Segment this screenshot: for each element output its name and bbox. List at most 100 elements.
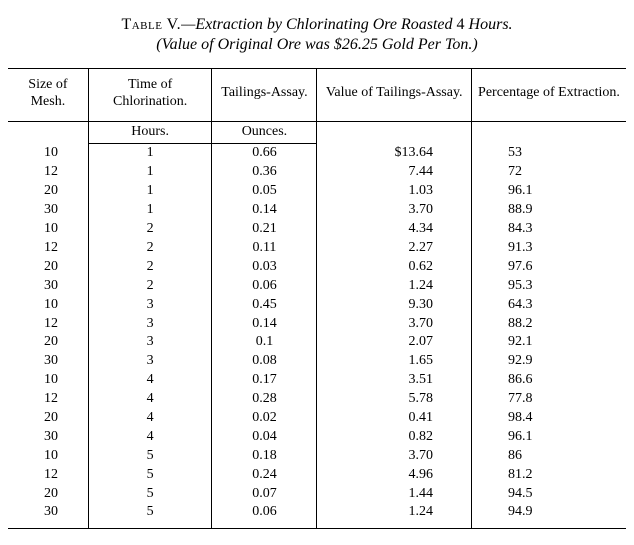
table-units-row: Hours.Ounces. [8,121,626,144]
table-cell: 1.03 [317,182,472,201]
table-cell: 4 [88,371,212,390]
table-cell: 20 [8,485,88,504]
table-row: 2040.020.4198.4 [8,409,626,428]
table-cell: 2.27 [317,239,472,258]
table-cell: 5 [88,503,212,528]
table-cell: 20 [8,182,88,201]
table-row: 1220.112.2791.3 [8,239,626,258]
table-cell: 86.6 [471,371,626,390]
table-cell: 0.28 [212,390,317,409]
table-cell: 0.04 [212,428,317,447]
table-row: 3040.040.8296.1 [8,428,626,447]
table-cell: 0.62 [317,258,472,277]
table-cell: 2 [88,277,212,296]
table-cell: 0.17 [212,371,317,390]
table-cell: 88.9 [471,201,626,220]
table-cell: 96.1 [471,428,626,447]
table-cell: 4 [88,390,212,409]
table-cell: 20 [8,258,88,277]
table-cell: 5 [88,466,212,485]
table-cell: 7.44 [317,163,472,182]
table-cell: 0.66 [212,144,317,163]
table-cell: $13.64 [317,144,472,163]
table-row: 1010.66$13.6453 [8,144,626,163]
table-cell: 72 [471,163,626,182]
data-table: Size of Mesh. Time of Chlorination. Tail… [8,68,626,529]
table-cell: 10 [8,296,88,315]
table-cell: 2.07 [317,333,472,352]
table-cell: 0.14 [212,315,317,334]
table-cell: 2 [88,258,212,277]
table-cell: 2 [88,239,212,258]
table-row: 1050.183.7086 [8,447,626,466]
table-cell: 4.34 [317,220,472,239]
table-cell: 30 [8,352,88,371]
title-italic: —Extraction by Chlorinating Ore Roasted [181,16,452,33]
table-cell: 0.21 [212,220,317,239]
table-cell: 0.03 [212,258,317,277]
table-cell: 12 [8,163,88,182]
table-cell: 95.3 [471,277,626,296]
table-cell: 5 [88,485,212,504]
table-cell: 20 [8,333,88,352]
table-cell: 0.1 [212,333,317,352]
table-cell: 10 [8,447,88,466]
table-cell: 30 [8,503,88,528]
table-cell: 94.5 [471,485,626,504]
table-cell: 5 [88,447,212,466]
col-header-tailings: Tailings-Assay. [212,69,317,122]
col-header-pct: Percentage of Extraction. [471,69,626,122]
table-cell: 81.2 [471,466,626,485]
table-row: 2010.051.0396.1 [8,182,626,201]
table-cell: 0.14 [212,201,317,220]
table-cell: 0.36 [212,163,317,182]
table-cell: 92.1 [471,333,626,352]
table-cell: 1.44 [317,485,472,504]
table-cell: 0.05 [212,182,317,201]
table-cell: 3.70 [317,315,472,334]
table-cell: 92.9 [471,352,626,371]
table-cell: 3.70 [317,201,472,220]
table-cell: 91.3 [471,239,626,258]
table-cell: 0.82 [317,428,472,447]
table-body: Hours.Ounces.1010.66$13.64531210.367.447… [8,121,626,529]
table-cell: 53 [471,144,626,163]
table-cell: 77.8 [471,390,626,409]
table-row: 1030.459.3064.3 [8,296,626,315]
table-row: 3010.143.7088.9 [8,201,626,220]
table-cell: 97.6 [471,258,626,277]
table-label: Table V. [121,16,181,33]
table-cell: 64.3 [471,296,626,315]
table-cell: 0.07 [212,485,317,504]
table-row: 1040.173.5186.6 [8,371,626,390]
table-cell: 3 [88,315,212,334]
table-row: 1020.214.3484.3 [8,220,626,239]
table-row: 1210.367.4472 [8,163,626,182]
table-cell: 12 [8,466,88,485]
table-cell: 30 [8,428,88,447]
unit-cell [471,121,626,144]
table-cell: 3 [88,333,212,352]
table-cell: 1 [88,201,212,220]
table-cell: 0.06 [212,277,317,296]
table-cell: 98.4 [471,409,626,428]
table-cell: 30 [8,277,88,296]
table-cell: 12 [8,239,88,258]
table-cell: 86 [471,447,626,466]
table-cell: 84.3 [471,220,626,239]
table-row: 2030.12.0792.1 [8,333,626,352]
table-cell: 0.11 [212,239,317,258]
col-header-time: Time of Chlorination. [88,69,212,122]
unit-cell [317,121,472,144]
table-cell: 4.96 [317,466,472,485]
table-cell: 0.02 [212,409,317,428]
table-cell: 3 [88,296,212,315]
table-row: 1230.143.7088.2 [8,315,626,334]
table-cell: 10 [8,220,88,239]
table-cell: 1 [88,182,212,201]
col-header-value: Value of Tailings-Assay. [317,69,472,122]
table-row: 2050.071.4494.5 [8,485,626,504]
title-tail-num: 4 [457,16,465,33]
table-cell: 0.24 [212,466,317,485]
table-subtitle: (Value of Original Ore was $26.25 Gold P… [8,36,626,54]
